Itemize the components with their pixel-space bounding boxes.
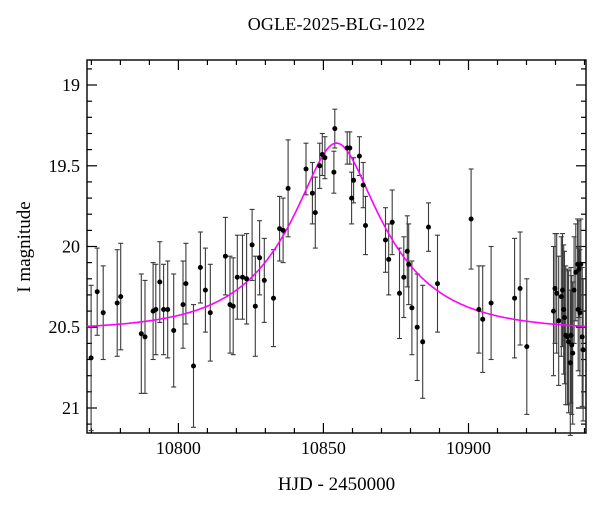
y-axis-label: I magnitude [14,201,35,293]
axis-frame [86,59,587,434]
svg-text:10900: 10900 [446,438,491,458]
svg-text:19: 19 [62,75,80,95]
svg-text:21: 21 [62,398,80,418]
svg-text:10850: 10850 [301,438,346,458]
data-points [88,126,586,369]
chart-title: OGLE-2025-BLG-1022 [247,14,426,34]
svg-text:10800: 10800 [156,438,201,458]
tick-labels: 10800 10850 10900 19 19.5 20 20.5 21 [49,75,492,458]
x-axis-label: HJD - 2450000 [277,474,396,495]
tick-marks [87,60,586,433]
svg-text:19.5: 19.5 [49,156,81,176]
svg-text:20.5: 20.5 [49,317,81,337]
svg-text:20: 20 [62,237,80,257]
model-curve [86,142,587,328]
error-bars [88,108,586,436]
